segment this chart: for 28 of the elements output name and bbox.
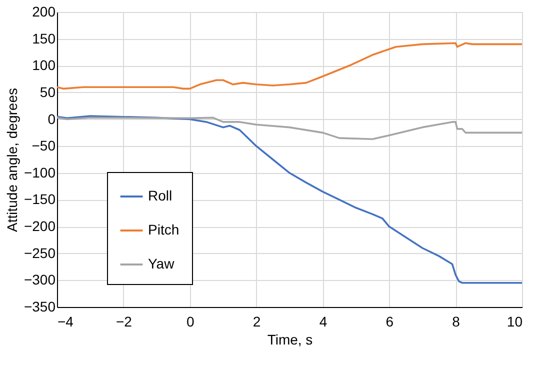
y-tick-label: 200 [32,4,56,20]
line-series [56,42,523,90]
x-tick-label: −4 [58,314,74,330]
line-series [56,116,523,140]
y-tick-label: −50 [32,138,56,154]
line-series [56,115,523,284]
x-tick-label: 4 [319,314,328,330]
y-tick-label: −100 [24,164,56,180]
legend-label: Yaw [148,256,176,272]
y-tick-label: 50 [40,84,56,100]
y-tick-label: 0 [48,110,56,127]
y-axis-title: Attitude angle, degrees [4,88,20,232]
x-tick-label: −2 [116,314,132,330]
y-tick-label: −350 [24,298,56,314]
x-tick-label: 0 [186,314,194,330]
x-tick-label: 8 [452,314,460,330]
legend-label: Roll [148,188,172,204]
y-tick-label: −300 [24,272,56,288]
x-tick-label: 10 [506,314,523,330]
y-tick-label: −150 [24,191,56,208]
y-tick-label: −200 [24,218,56,234]
y-tick-label: 150 [32,30,56,46]
x-tick-label: 6 [386,314,394,330]
x-axis-title: Time, s [267,332,313,348]
legend-label: Pitch [148,222,180,238]
y-tick-label: −250 [24,244,56,261]
x-tick-label: 2 [252,314,261,330]
y-tick-label: 100 [32,57,56,74]
